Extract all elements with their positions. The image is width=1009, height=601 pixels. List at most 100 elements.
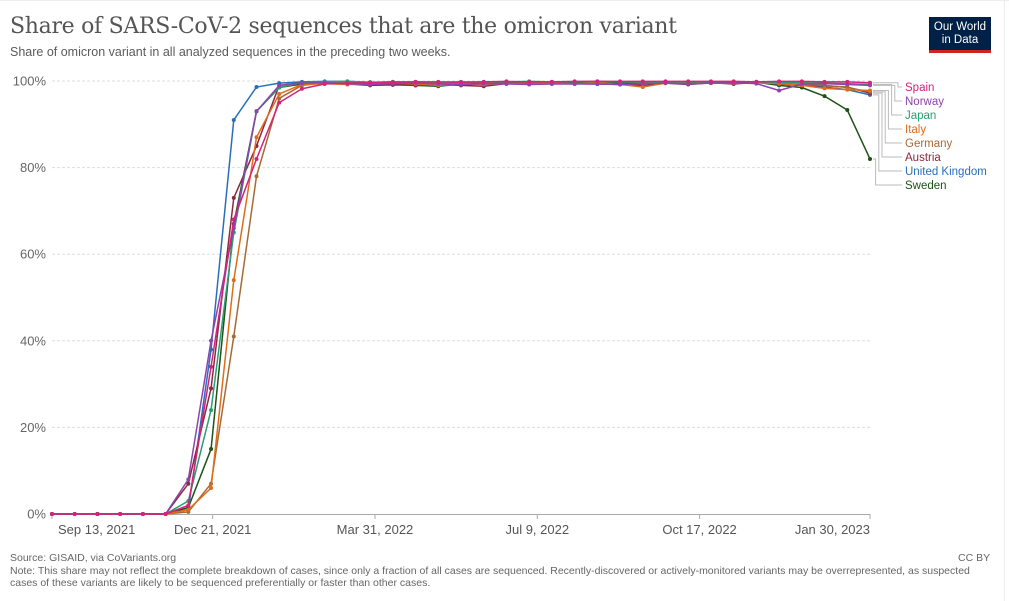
legend-label-norway[interactable]: Norway bbox=[905, 96, 944, 108]
data-point[interactable] bbox=[72, 512, 77, 516]
series-line[interactable] bbox=[52, 80, 871, 515]
data-point[interactable] bbox=[140, 512, 145, 516]
legend-connector bbox=[873, 158, 902, 186]
data-point[interactable] bbox=[209, 338, 214, 343]
legend-label-italy[interactable]: Italy bbox=[905, 124, 926, 136]
data-point[interactable] bbox=[254, 135, 259, 140]
legend-label-sweden[interactable]: Sweden bbox=[905, 180, 947, 192]
data-point[interactable] bbox=[822, 94, 827, 99]
data-point[interactable] bbox=[254, 174, 259, 179]
data-point[interactable] bbox=[754, 79, 759, 84]
data-point[interactable] bbox=[459, 80, 463, 85]
series-norway[interactable] bbox=[50, 80, 872, 516]
series-line[interactable] bbox=[52, 81, 871, 515]
series-line[interactable] bbox=[52, 81, 871, 515]
data-point[interactable] bbox=[481, 79, 486, 84]
data-point[interactable] bbox=[277, 91, 282, 96]
data-point[interactable] bbox=[231, 278, 236, 283]
data-point[interactable] bbox=[254, 85, 259, 90]
data-point[interactable] bbox=[868, 88, 872, 93]
legend-connector bbox=[873, 94, 902, 172]
data-point[interactable] bbox=[95, 512, 100, 516]
data-point[interactable] bbox=[322, 82, 327, 87]
data-point[interactable] bbox=[186, 481, 191, 486]
data-point[interactable] bbox=[549, 79, 554, 84]
data-point[interactable] bbox=[186, 507, 191, 512]
data-point[interactable] bbox=[254, 156, 259, 161]
data-point[interactable] bbox=[777, 79, 782, 84]
data-point[interactable] bbox=[50, 512, 54, 516]
series-spain[interactable] bbox=[50, 79, 872, 516]
data-point[interactable] bbox=[368, 80, 373, 85]
data-point[interactable] bbox=[640, 79, 645, 84]
data-point[interactable] bbox=[390, 80, 395, 85]
series-italy[interactable] bbox=[50, 80, 872, 516]
data-point[interactable] bbox=[345, 81, 350, 86]
legend-label-japan[interactable]: Japan bbox=[905, 110, 936, 122]
data-point[interactable] bbox=[209, 486, 214, 491]
x-tick-label: Jul 9, 2022 bbox=[505, 522, 569, 537]
data-point[interactable] bbox=[708, 79, 713, 84]
chart-title: Share of SARS-CoV-2 sequences that are t… bbox=[10, 14, 677, 39]
data-point[interactable] bbox=[845, 87, 850, 92]
data-point[interactable] bbox=[118, 512, 123, 516]
data-point[interactable] bbox=[413, 79, 418, 84]
data-point[interactable] bbox=[231, 217, 236, 222]
data-point[interactable] bbox=[299, 81, 304, 86]
data-point[interactable] bbox=[799, 79, 804, 84]
data-point[interactable] bbox=[504, 79, 509, 84]
data-point[interactable] bbox=[822, 79, 827, 84]
series-austria[interactable] bbox=[50, 80, 872, 516]
data-point[interactable] bbox=[231, 117, 236, 122]
data-point[interactable] bbox=[299, 86, 304, 91]
series-japan[interactable] bbox=[50, 79, 872, 516]
data-point[interactable] bbox=[209, 364, 214, 369]
legend-connector bbox=[873, 84, 902, 102]
y-tick-label: 80% bbox=[20, 160, 46, 175]
data-point[interactable] bbox=[868, 80, 872, 85]
legend-label-austria[interactable]: Austria bbox=[905, 152, 941, 164]
series-line[interactable] bbox=[52, 81, 871, 515]
data-point[interactable] bbox=[277, 100, 282, 105]
legend-label-germany[interactable]: Germany bbox=[905, 138, 953, 150]
data-point[interactable] bbox=[436, 79, 441, 84]
data-point[interactable] bbox=[777, 88, 782, 93]
data-point[interactable] bbox=[186, 477, 191, 482]
data-point[interactable] bbox=[527, 79, 532, 84]
data-point[interactable] bbox=[231, 195, 236, 200]
series-united-kingdom[interactable] bbox=[50, 79, 872, 516]
owid-logo[interactable]: Our World in Data bbox=[929, 17, 991, 53]
data-point[interactable] bbox=[163, 512, 168, 516]
series-line[interactable] bbox=[52, 81, 871, 515]
data-point[interactable] bbox=[209, 386, 214, 391]
data-point[interactable] bbox=[595, 79, 600, 84]
data-point[interactable] bbox=[618, 79, 623, 84]
data-point[interactable] bbox=[209, 408, 214, 413]
data-point[interactable] bbox=[731, 79, 736, 84]
data-point[interactable] bbox=[663, 79, 668, 84]
data-point[interactable] bbox=[845, 79, 850, 84]
data-point[interactable] bbox=[640, 85, 645, 90]
data-point[interactable] bbox=[868, 156, 872, 161]
legend-label-spain[interactable]: Spain bbox=[905, 82, 934, 94]
data-point[interactable] bbox=[686, 79, 691, 84]
data-point[interactable] bbox=[572, 79, 577, 84]
data-point[interactable] bbox=[186, 503, 191, 508]
series-sweden[interactable] bbox=[50, 80, 872, 516]
data-point[interactable] bbox=[254, 109, 259, 114]
data-point[interactable] bbox=[231, 334, 236, 339]
data-point[interactable] bbox=[822, 86, 827, 91]
series-line[interactable] bbox=[52, 81, 871, 515]
data-point[interactable] bbox=[209, 447, 214, 452]
series-line[interactable] bbox=[52, 80, 871, 515]
y-tick-label: 0% bbox=[27, 507, 46, 522]
legend: Spain Norway Japan Italy Germany Austria Unite… bbox=[905, 82, 987, 192]
data-point[interactable] bbox=[845, 108, 850, 113]
data-point[interactable] bbox=[277, 83, 282, 88]
legend-label-united-kingdom[interactable]: United Kingdom bbox=[905, 166, 987, 178]
data-point[interactable] bbox=[618, 82, 623, 87]
x-tick-label: Jan 30, 2023 bbox=[795, 522, 870, 537]
license-link[interactable]: CC BY bbox=[958, 552, 991, 564]
series-line[interactable] bbox=[52, 80, 871, 515]
series-germany[interactable] bbox=[50, 79, 872, 516]
